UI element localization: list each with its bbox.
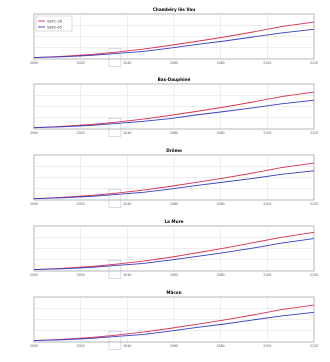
x-tick-label: 2120 xyxy=(310,131,318,135)
x-tick-label: 2020 xyxy=(77,273,85,277)
x-tick-label: 2080 xyxy=(217,131,225,135)
x-tick-label: 2060 xyxy=(170,273,178,277)
chart-panel-4: La Mure 2000 2020 2040 2060 2080 2100 2120 xyxy=(30,219,318,279)
x-tick-label: 2100 xyxy=(263,202,271,206)
chart-panel-1: Chambéry lès Vau 2000 2020 2040 2060 2080 2100… xyxy=(30,7,318,67)
x-tick-label: 2020 xyxy=(77,131,85,135)
x-tick-label: 2080 xyxy=(217,202,225,206)
x-tick-label: 2060 xyxy=(170,344,178,348)
x-tick-label: 2080 xyxy=(217,273,225,277)
x-tick-label: 2000 xyxy=(30,202,38,206)
series-line-2 xyxy=(33,28,315,59)
panel-title: Chambéry lès Vau xyxy=(153,7,195,12)
x-tick-label: 2060 xyxy=(170,131,178,135)
x-tick-label: 2120 xyxy=(310,273,318,277)
x-tick-label: 2080 xyxy=(217,61,225,65)
midpoint-box xyxy=(108,188,122,208)
x-tick-label: 2120 xyxy=(310,202,318,206)
midpoint-box xyxy=(108,48,122,67)
x-tick-label: 2060 xyxy=(170,61,178,65)
chart-panel-5: Mâcon 2000 2020 2040 2060 2080 2100 2120 xyxy=(30,290,318,350)
panel-title: Bas-Dauphiné xyxy=(158,77,191,82)
series-line-2 xyxy=(33,99,315,129)
x-tick-label: 2100 xyxy=(263,273,271,277)
series-line-1 xyxy=(33,231,315,271)
x-tick-label: 2100 xyxy=(263,61,271,65)
legend-entry: SSP2-45 xyxy=(47,25,62,29)
x-tick-label: 2100 xyxy=(263,344,271,348)
x-tick-label: 2000 xyxy=(30,344,38,348)
panel-title: Mâcon xyxy=(166,290,181,295)
x-tick-label: 2040 xyxy=(123,273,131,277)
panel-title: Drôme xyxy=(166,148,182,153)
x-tick-label: 2060 xyxy=(170,202,178,206)
legend: SSP1-26 SSP2-45 xyxy=(35,15,73,32)
midpoint-box xyxy=(108,260,122,279)
x-tick-label: 2100 xyxy=(263,131,271,135)
midpoint-box xyxy=(108,117,122,137)
x-tick-label: 2000 xyxy=(30,273,38,277)
x-tick-label: 2040 xyxy=(123,61,131,65)
series-line-2 xyxy=(33,238,315,271)
x-tick-label: 2120 xyxy=(310,344,318,348)
series-line-1 xyxy=(33,304,315,342)
series-line-1 xyxy=(33,21,315,59)
x-tick-label: 2000 xyxy=(30,61,38,65)
x-tick-label: 2020 xyxy=(77,344,85,348)
x-tick-label: 2040 xyxy=(123,202,131,206)
x-tick-label: 2020 xyxy=(77,202,85,206)
series-line-2 xyxy=(33,311,315,342)
x-tick-label: 2020 xyxy=(77,61,85,65)
panel-title: La Mure xyxy=(164,219,183,224)
x-tick-label: 2040 xyxy=(123,131,131,135)
chart-panel-3: Drôme 2000 2020 2040 2060 2080 2100 2120 xyxy=(30,148,318,208)
chart-panel-2: Bas-Dauphiné 2000 2020 2040 2060 2080 2100 2120 xyxy=(30,77,318,137)
series-line-1 xyxy=(33,162,315,200)
x-tick-label: 2040 xyxy=(123,344,131,348)
x-tick-label: 2000 xyxy=(30,131,38,135)
x-tick-label: 2120 xyxy=(310,61,318,65)
midpoint-box xyxy=(108,331,122,350)
legend-entry: SSP1-26 xyxy=(47,19,63,23)
series-line-2 xyxy=(33,170,315,200)
series-line-1 xyxy=(33,91,315,129)
x-tick-label: 2080 xyxy=(217,344,225,348)
